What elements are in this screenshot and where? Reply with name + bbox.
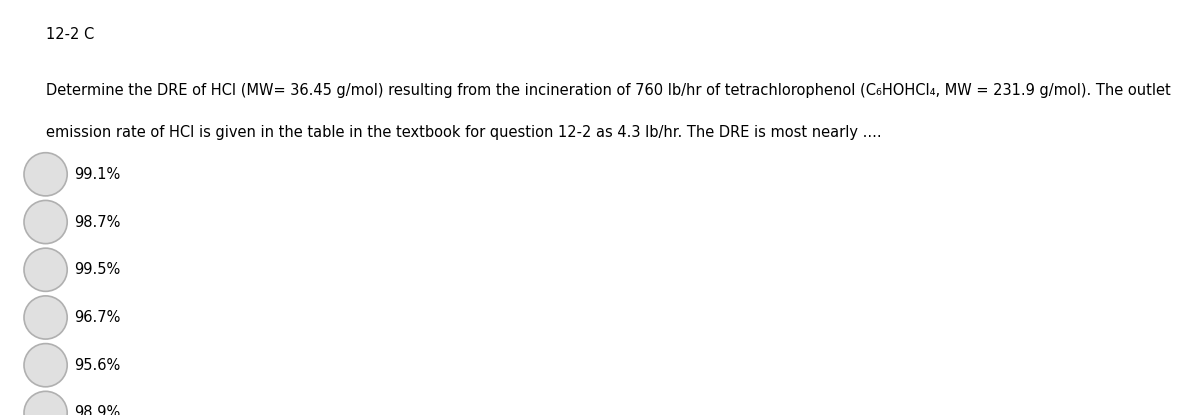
Text: 98.9%: 98.9% (74, 405, 121, 415)
Text: 99.1%: 99.1% (74, 167, 121, 182)
Text: 99.5%: 99.5% (74, 262, 121, 277)
Text: 12-2 C: 12-2 C (46, 27, 94, 42)
Text: Determine the DRE of HCI (MW= 36.45 g/mol) resulting from the incineration of 76: Determine the DRE of HCI (MW= 36.45 g/mo… (46, 83, 1170, 98)
Text: 96.7%: 96.7% (74, 310, 121, 325)
Text: emission rate of HCI is given in the table in the textbook for question 12-2 as : emission rate of HCI is given in the tab… (46, 124, 881, 139)
Text: 98.7%: 98.7% (74, 215, 121, 229)
Text: 95.6%: 95.6% (74, 358, 121, 373)
